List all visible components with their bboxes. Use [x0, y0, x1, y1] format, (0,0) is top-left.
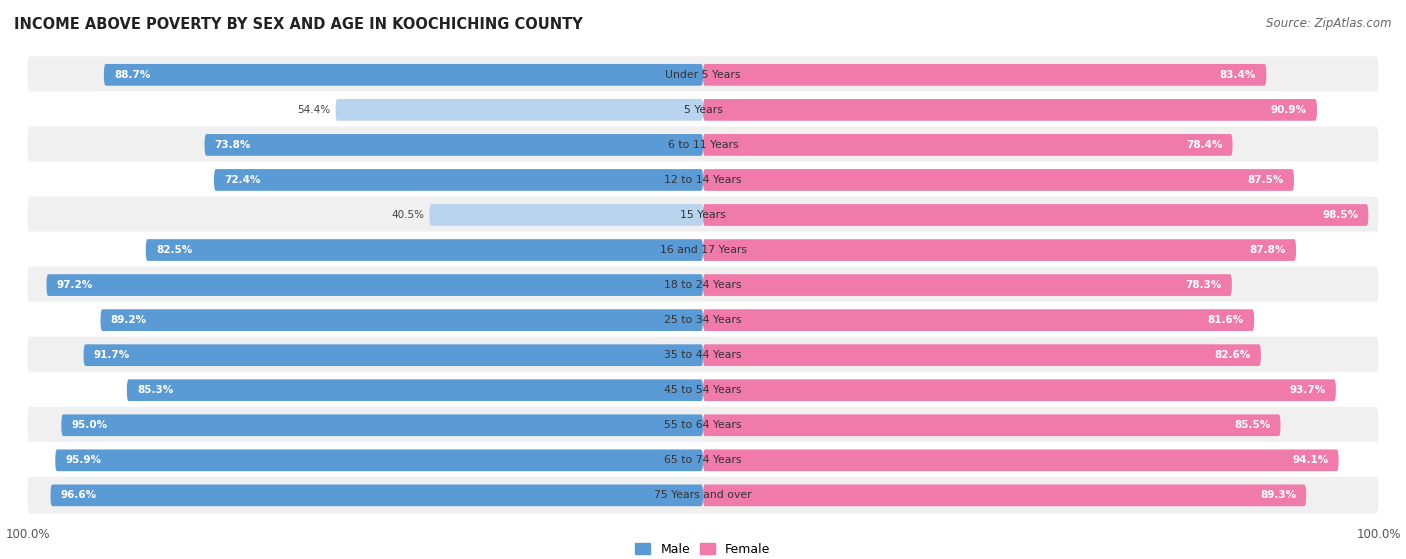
Text: 54.4%: 54.4% [297, 105, 330, 115]
Text: 16 and 17 Years: 16 and 17 Years [659, 245, 747, 255]
Legend: Male, Female: Male, Female [636, 543, 770, 556]
Text: 89.3%: 89.3% [1260, 490, 1296, 500]
Text: 82.6%: 82.6% [1215, 350, 1251, 360]
FancyBboxPatch shape [51, 485, 703, 506]
FancyBboxPatch shape [336, 99, 703, 121]
Text: 25 to 34 Years: 25 to 34 Years [664, 315, 742, 325]
FancyBboxPatch shape [28, 407, 1378, 444]
Text: 87.8%: 87.8% [1250, 245, 1286, 255]
Text: 95.0%: 95.0% [72, 420, 108, 430]
Text: 93.7%: 93.7% [1289, 385, 1326, 395]
FancyBboxPatch shape [703, 485, 1306, 506]
FancyBboxPatch shape [28, 56, 1378, 93]
Text: 81.6%: 81.6% [1208, 315, 1244, 325]
Text: 40.5%: 40.5% [391, 210, 425, 220]
FancyBboxPatch shape [104, 64, 703, 86]
FancyBboxPatch shape [703, 239, 1296, 261]
Text: 18 to 24 Years: 18 to 24 Years [664, 280, 742, 290]
FancyBboxPatch shape [28, 267, 1378, 304]
FancyBboxPatch shape [703, 134, 1233, 156]
Text: 82.5%: 82.5% [156, 245, 193, 255]
FancyBboxPatch shape [146, 239, 703, 261]
Text: Under 5 Years: Under 5 Years [665, 70, 741, 80]
Text: 72.4%: 72.4% [224, 175, 260, 185]
Text: 90.9%: 90.9% [1271, 105, 1306, 115]
Text: 65 to 74 Years: 65 to 74 Years [664, 455, 742, 465]
FancyBboxPatch shape [204, 134, 703, 156]
FancyBboxPatch shape [28, 231, 1378, 268]
Text: 5 Years: 5 Years [683, 105, 723, 115]
FancyBboxPatch shape [28, 372, 1378, 409]
Text: 94.1%: 94.1% [1292, 455, 1329, 465]
FancyBboxPatch shape [28, 477, 1378, 514]
FancyBboxPatch shape [55, 449, 703, 471]
FancyBboxPatch shape [703, 380, 1336, 401]
Text: INCOME ABOVE POVERTY BY SEX AND AGE IN KOOCHICHING COUNTY: INCOME ABOVE POVERTY BY SEX AND AGE IN K… [14, 17, 583, 32]
FancyBboxPatch shape [127, 380, 703, 401]
FancyBboxPatch shape [28, 197, 1378, 234]
Text: 78.4%: 78.4% [1185, 140, 1222, 150]
FancyBboxPatch shape [703, 204, 1368, 226]
Text: 75 Years and over: 75 Years and over [654, 490, 752, 500]
FancyBboxPatch shape [28, 92, 1378, 129]
Text: 85.5%: 85.5% [1234, 420, 1271, 430]
FancyBboxPatch shape [703, 309, 1254, 331]
FancyBboxPatch shape [28, 337, 1378, 373]
FancyBboxPatch shape [46, 274, 703, 296]
Text: 95.9%: 95.9% [66, 455, 101, 465]
FancyBboxPatch shape [703, 449, 1339, 471]
Text: 87.5%: 87.5% [1247, 175, 1284, 185]
Text: 88.7%: 88.7% [114, 70, 150, 80]
FancyBboxPatch shape [28, 302, 1378, 339]
Text: 98.5%: 98.5% [1322, 210, 1358, 220]
FancyBboxPatch shape [703, 64, 1267, 86]
Text: 85.3%: 85.3% [136, 385, 173, 395]
Text: 45 to 54 Years: 45 to 54 Years [664, 385, 742, 395]
FancyBboxPatch shape [28, 162, 1378, 198]
FancyBboxPatch shape [62, 414, 703, 436]
FancyBboxPatch shape [214, 169, 703, 191]
FancyBboxPatch shape [703, 99, 1317, 121]
Text: 55 to 64 Years: 55 to 64 Years [664, 420, 742, 430]
Text: 83.4%: 83.4% [1220, 70, 1256, 80]
Text: 78.3%: 78.3% [1185, 280, 1222, 290]
FancyBboxPatch shape [28, 442, 1378, 479]
Text: 35 to 44 Years: 35 to 44 Years [664, 350, 742, 360]
FancyBboxPatch shape [703, 169, 1294, 191]
Text: 96.6%: 96.6% [60, 490, 97, 500]
FancyBboxPatch shape [83, 344, 703, 366]
Text: 73.8%: 73.8% [215, 140, 252, 150]
Text: Source: ZipAtlas.com: Source: ZipAtlas.com [1267, 17, 1392, 30]
Text: 15 Years: 15 Years [681, 210, 725, 220]
Text: 12 to 14 Years: 12 to 14 Years [664, 175, 742, 185]
FancyBboxPatch shape [28, 126, 1378, 163]
FancyBboxPatch shape [100, 309, 703, 331]
FancyBboxPatch shape [703, 344, 1261, 366]
FancyBboxPatch shape [703, 414, 1281, 436]
FancyBboxPatch shape [703, 274, 1232, 296]
Text: 97.2%: 97.2% [56, 280, 93, 290]
Text: 6 to 11 Years: 6 to 11 Years [668, 140, 738, 150]
Text: 89.2%: 89.2% [111, 315, 146, 325]
Text: 91.7%: 91.7% [94, 350, 129, 360]
FancyBboxPatch shape [429, 204, 703, 226]
